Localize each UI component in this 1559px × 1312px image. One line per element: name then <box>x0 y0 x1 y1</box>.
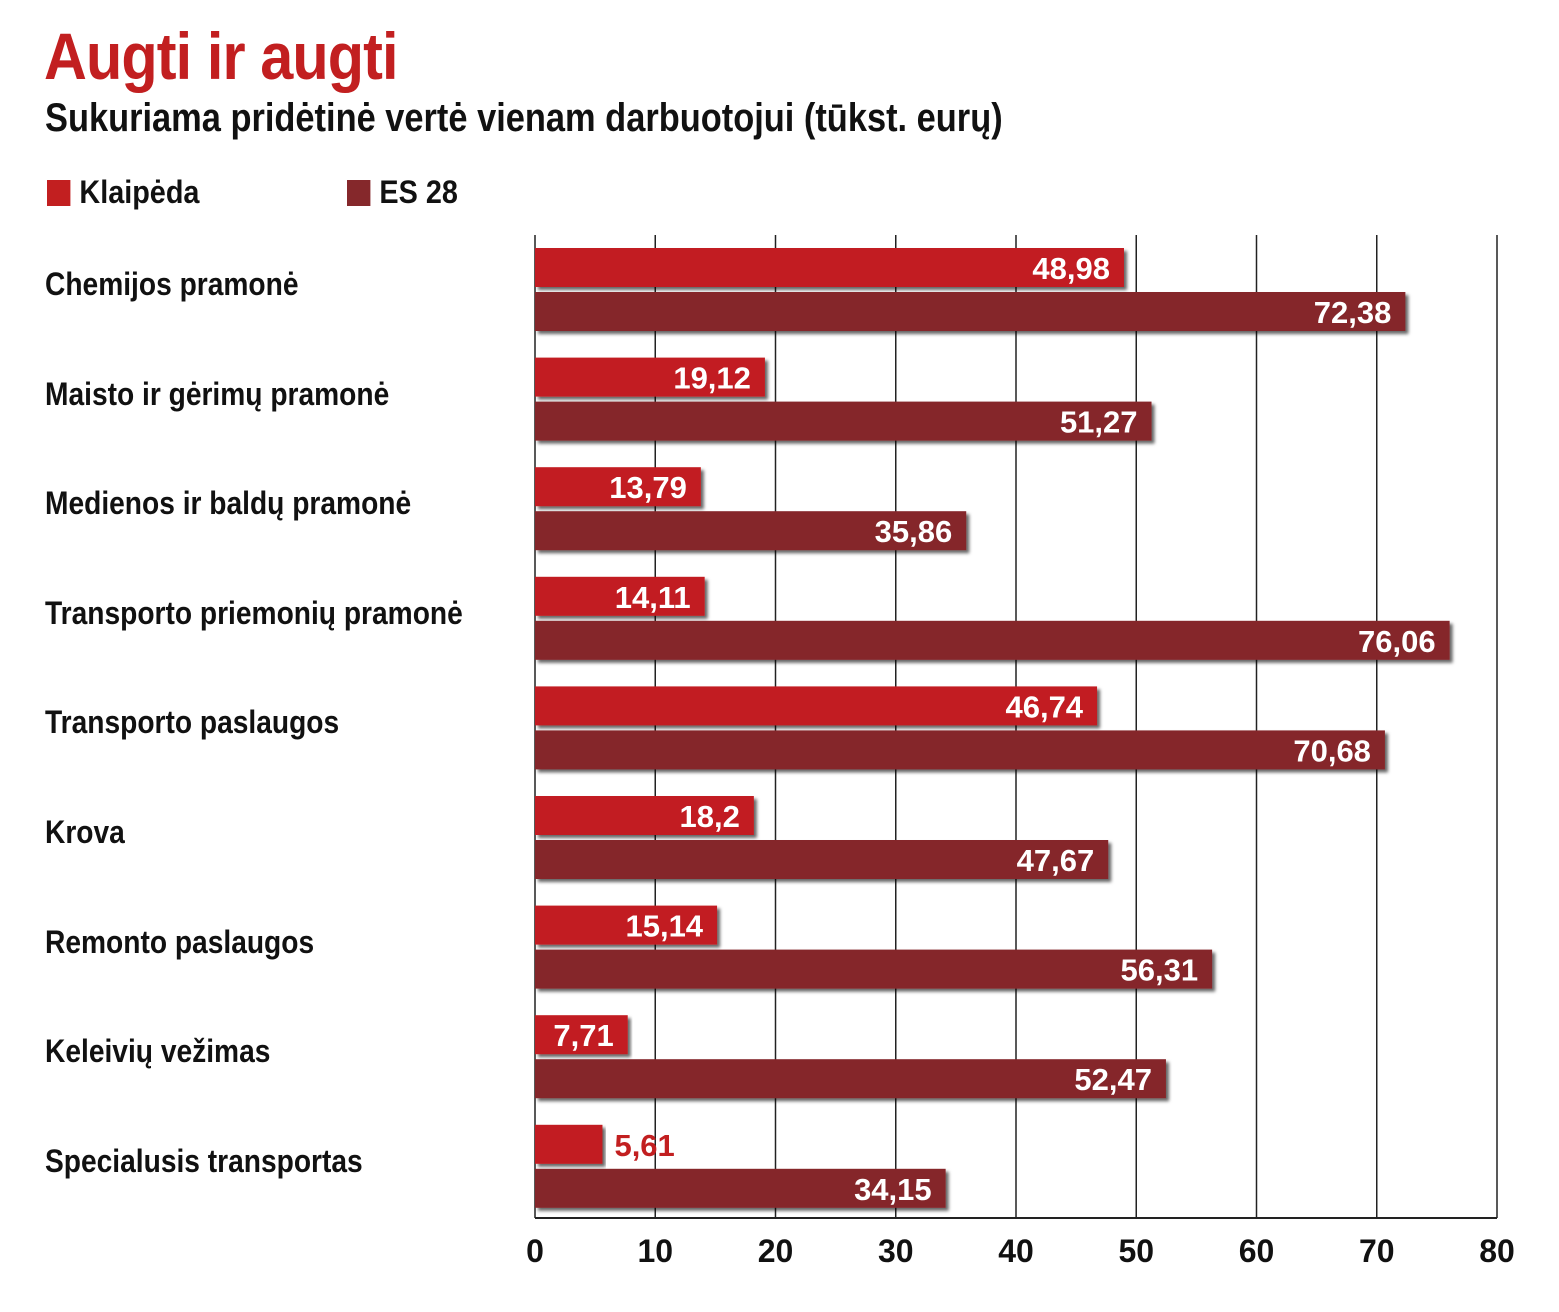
data-label: 48,98 <box>1032 251 1110 286</box>
bar-es28 <box>535 401 1152 441</box>
data-label: 51,27 <box>1060 405 1138 440</box>
x-tick-label: 40 <box>998 1233 1034 1269</box>
chart-title: Augti ir augti <box>44 19 399 93</box>
x-tick-label: 60 <box>1239 1233 1275 1269</box>
bar-klaipeda <box>535 905 718 945</box>
data-label: 35,86 <box>875 514 953 549</box>
bar-klaipeda <box>535 1124 603 1164</box>
data-label: 34,15 <box>854 1172 932 1207</box>
data-label: 18,2 <box>680 799 740 834</box>
data-label: 13,79 <box>609 470 687 505</box>
x-tick-label: 80 <box>1479 1233 1515 1269</box>
category-label: Medienos ir baldų pramonė <box>45 485 412 522</box>
legend-item-es28: ES 28 <box>347 174 458 211</box>
data-label: 70,68 <box>1293 733 1371 768</box>
legend-swatch <box>47 179 71 206</box>
legend-label: Klaipėda <box>79 174 200 210</box>
legend-item-klaipeda: Klaipėda <box>47 174 199 211</box>
bar-es28 <box>535 620 1450 660</box>
legend-swatch <box>347 179 371 206</box>
data-label: 56,31 <box>1121 953 1199 988</box>
category-label: Specialusis transportas <box>45 1142 363 1179</box>
x-tick-label: 0 <box>526 1233 544 1269</box>
bar-es28 <box>535 730 1385 770</box>
x-tick-label: 70 <box>1359 1233 1395 1269</box>
chart-subtitle: Sukuriama pridėtinė vertė vienam darbuot… <box>45 96 1003 140</box>
x-tick-label: 10 <box>637 1233 673 1269</box>
category-label: Keleivių vežimas <box>45 1033 271 1070</box>
bar-klaipeda <box>535 248 1124 287</box>
bar-klaipeda <box>535 1015 628 1055</box>
data-label: 47,67 <box>1017 843 1095 878</box>
x-tick-label: 50 <box>1118 1233 1154 1269</box>
data-label: 14,11 <box>615 580 691 615</box>
bar-klaipeda <box>535 357 765 397</box>
bar-es28 <box>535 949 1213 989</box>
data-label: 19,12 <box>673 361 751 396</box>
category-label: Chemijos pramonė <box>45 266 299 302</box>
bar-es28 <box>535 292 1406 331</box>
data-label: 76,06 <box>1358 624 1436 659</box>
category-label: Krova <box>45 814 125 850</box>
bar-klaipeda <box>535 467 701 507</box>
bar-es28 <box>535 511 967 551</box>
x-tick-label: 20 <box>758 1233 794 1269</box>
legend-label: ES 28 <box>379 174 458 210</box>
data-label: 5,61 <box>614 1128 674 1163</box>
x-tick-label: 30 <box>878 1233 914 1269</box>
data-label: 52,47 <box>1074 1062 1152 1097</box>
bar-es28 <box>535 1059 1166 1099</box>
bar-klaipeda <box>535 576 705 616</box>
bar-es28 <box>535 840 1109 879</box>
bar-es28 <box>535 1168 946 1208</box>
category-label: Transporto paslaugos <box>45 704 340 741</box>
category-label: Transporto priemonių pramonė <box>45 594 463 631</box>
bar-klaipeda <box>535 796 754 835</box>
data-label: 7,71 <box>553 1018 613 1053</box>
bar-klaipeda <box>535 686 1098 726</box>
category-label: Remonto paslaugos <box>45 923 315 960</box>
data-label: 15,14 <box>625 909 703 944</box>
data-label: 46,74 <box>1005 689 1083 724</box>
data-label: 72,38 <box>1314 295 1392 330</box>
category-label: Maisto ir gėrimų pramonė <box>45 375 390 412</box>
